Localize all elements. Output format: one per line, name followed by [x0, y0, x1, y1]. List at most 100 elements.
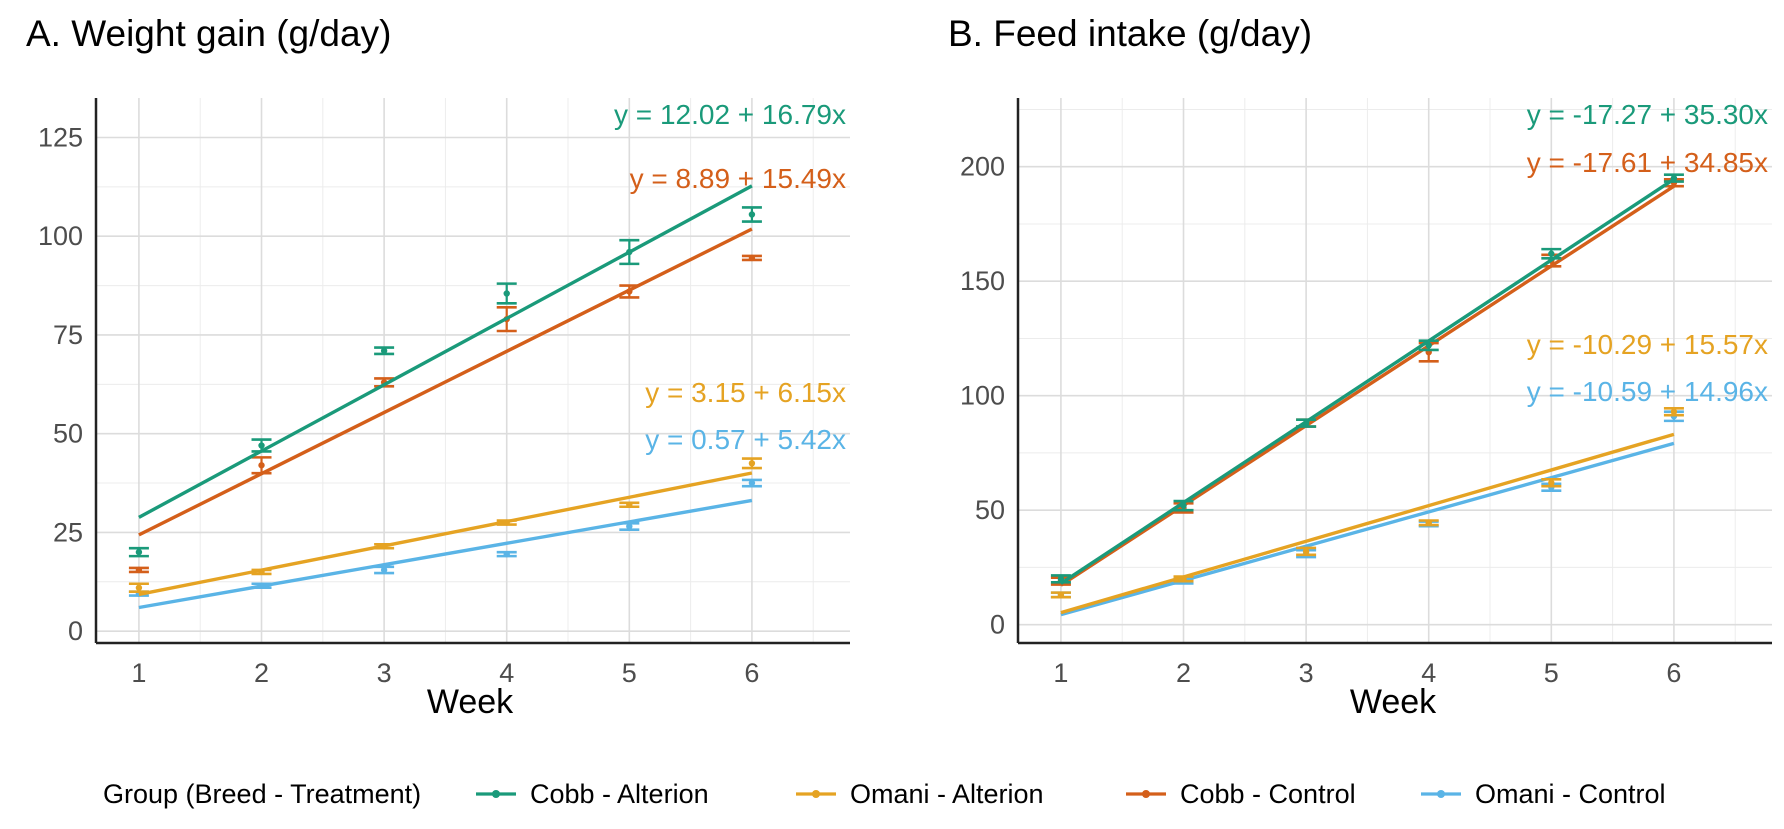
data-point	[748, 460, 756, 467]
data-point	[135, 584, 143, 591]
legend-swatch-point	[1437, 790, 1445, 798]
equation-label: y = -10.29 + 15.57x	[1527, 329, 1768, 360]
equation-label: y = -17.27 + 35.30x	[1527, 99, 1768, 130]
legend-swatch-point	[1142, 790, 1150, 798]
equation-label: y = -10.59 + 14.96x	[1527, 376, 1768, 407]
data-point	[1548, 250, 1555, 257]
axes	[1016, 98, 1772, 645]
data-point	[135, 548, 143, 556]
legend-swatch-point	[812, 790, 820, 798]
data-point	[626, 248, 633, 256]
data-point	[1548, 479, 1555, 486]
series-layer	[128, 184, 762, 610]
data-point	[626, 523, 633, 530]
equation-label: y = 8.89 + 15.49x	[630, 163, 846, 194]
y-tick-label: 0	[990, 610, 1005, 640]
data-point	[1302, 548, 1310, 555]
legend-label: Cobb - Alterion	[530, 779, 709, 809]
legend-item: Cobb - Alterion	[476, 779, 709, 809]
panel-feed-intake: B. Feed intake (g/day) 1 2 3 4 5 6 0 50 100 150 2…	[948, 13, 1772, 721]
data-point	[258, 462, 265, 469]
legend-label: Omani - Control	[1475, 779, 1666, 809]
data-point	[135, 566, 143, 574]
x-tick-label: 6	[744, 658, 759, 688]
data-point	[380, 566, 388, 574]
data-point	[258, 442, 265, 449]
data-point	[748, 479, 756, 487]
x-tick-label: 5	[1544, 658, 1559, 688]
x-tick-label: 1	[1053, 658, 1068, 688]
data-point	[1302, 419, 1310, 427]
data-point	[1057, 575, 1065, 583]
legend-label: Omani - Alterion	[850, 779, 1044, 809]
equation-labels: y = 12.02 + 16.79x y = 8.89 + 15.49x y = 3…	[614, 99, 846, 455]
y-tick-label: 125	[38, 122, 83, 152]
data-point	[1180, 502, 1187, 509]
axes	[94, 98, 850, 645]
series-cobb-control	[128, 227, 762, 574]
legend-items: Cobb - Alterion Omani - Alterion Cobb - Co…	[476, 779, 1666, 809]
legend-item: Cobb - Control	[1126, 779, 1356, 809]
legend-swatch-point	[492, 790, 500, 798]
legend-title: Group (Breed - Treatment)	[103, 779, 421, 809]
legend-item: Omani - Alterion	[796, 779, 1044, 809]
y-tick-label: 100	[960, 381, 1005, 411]
x-tick-label: 2	[254, 658, 269, 688]
x-tick-labels: 1 2 3 4 5 6	[1053, 658, 1681, 688]
y-tick-label: 150	[960, 266, 1005, 296]
trend-line	[138, 227, 753, 537]
y-tick-labels: 0 25 50 75 100 125	[38, 122, 83, 646]
legend-item: Omani - Control	[1421, 779, 1666, 809]
y-tick-label: 200	[960, 152, 1005, 182]
equation-labels: y = -17.27 + 35.30x y = -17.61 + 34.85x y …	[1527, 99, 1768, 407]
grid	[96, 98, 850, 643]
data-point	[1057, 591, 1065, 599]
data-point	[626, 501, 633, 508]
series-omani-alterion	[1050, 406, 1684, 615]
panel-weight-gain: A. Weight gain (g/day) 1 2 3 4 5 6 0 25 50 75 100…	[26, 13, 850, 721]
equation-label: y = -17.61 + 34.85x	[1527, 147, 1768, 178]
data-point	[503, 519, 510, 526]
x-tick-label: 5	[622, 658, 637, 688]
series-cobb-alterion	[128, 184, 762, 558]
trend-line	[138, 471, 753, 597]
data-point	[1670, 174, 1678, 182]
data-point	[380, 347, 388, 354]
x-tick-label: 4	[1421, 658, 1436, 688]
data-point	[503, 550, 510, 558]
trend-line	[1059, 177, 1675, 585]
y-tick-label: 100	[38, 221, 83, 251]
equation-label: y = 3.15 + 6.15x	[645, 377, 846, 408]
data-point	[748, 211, 756, 218]
y-tick-label: 0	[68, 616, 83, 646]
x-tick-label: 2	[1176, 658, 1191, 688]
y-tick-label: 25	[53, 517, 83, 547]
data-point	[1425, 342, 1432, 349]
data-point	[258, 582, 265, 589]
data-point	[1670, 408, 1678, 415]
data-point	[258, 568, 265, 576]
series-layer	[1050, 173, 1684, 617]
trend-line	[138, 498, 753, 610]
y-tick-label: 75	[53, 320, 83, 350]
data-point	[503, 290, 510, 297]
series-cobb-alterion	[1050, 173, 1684, 585]
series-omani-alterion	[128, 457, 762, 597]
y-tick-label: 50	[975, 495, 1005, 525]
x-tick-labels: 1 2 3 4 5 6	[131, 658, 759, 688]
y-tick-labels: 0 50 100 150 200	[960, 152, 1005, 640]
trend-line	[1060, 432, 1675, 615]
data-point	[626, 288, 633, 295]
x-axis-title: Week	[427, 683, 514, 721]
x-tick-label: 1	[131, 658, 146, 688]
x-tick-label: 6	[1666, 658, 1681, 688]
x-tick-label: 3	[377, 658, 392, 688]
y-tick-label: 50	[53, 419, 83, 449]
data-point	[1425, 519, 1432, 526]
panel-title: B. Feed intake (g/day)	[948, 13, 1312, 54]
trend-line	[138, 184, 753, 519]
trend-line	[1059, 184, 1675, 587]
legend: Group (Breed - Treatment) Cobb - Alterio…	[103, 779, 1666, 809]
